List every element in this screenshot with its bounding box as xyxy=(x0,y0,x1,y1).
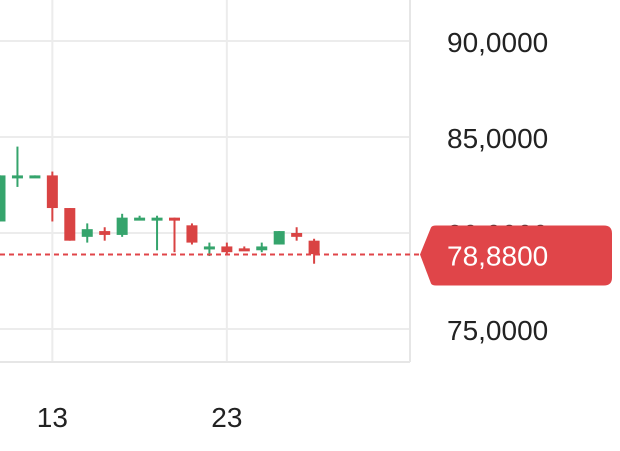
candle-body xyxy=(11,175,23,179)
candle xyxy=(0,175,6,222)
candle-body xyxy=(308,240,320,255)
candle-body xyxy=(203,246,215,250)
candle xyxy=(11,146,23,187)
y-tick-label: 90,0000 xyxy=(447,27,548,58)
candle-body xyxy=(169,217,180,221)
candle-body xyxy=(186,225,198,243)
candle-body xyxy=(256,246,268,251)
candle-body xyxy=(151,217,163,221)
candles xyxy=(0,146,320,264)
candle xyxy=(46,171,58,222)
candle xyxy=(308,238,320,264)
candle-body xyxy=(46,175,58,209)
candle-body xyxy=(291,233,303,237)
current-price-tag-shape xyxy=(420,225,612,286)
candle xyxy=(99,227,111,241)
candle-body xyxy=(81,229,93,237)
current-price-tag[interactable]: 78,8800 xyxy=(420,225,612,286)
candle xyxy=(134,215,146,221)
x-axis-labels: 13 23 xyxy=(37,402,243,433)
candle-body xyxy=(64,208,76,241)
candle xyxy=(81,223,93,243)
current-price-label: 78,8800 xyxy=(447,241,548,272)
y-tick-label: 75,0000 xyxy=(447,315,548,346)
candle-body xyxy=(238,248,250,252)
candle-body xyxy=(134,217,146,221)
candle xyxy=(186,223,198,245)
candle xyxy=(221,242,233,255)
candle xyxy=(291,227,303,241)
candle xyxy=(116,213,128,237)
candle xyxy=(273,231,285,245)
x-tick-label: 13 xyxy=(37,402,68,433)
candle-body xyxy=(273,231,285,245)
candle xyxy=(29,175,41,179)
candle xyxy=(151,215,163,251)
candle xyxy=(64,208,76,241)
candle xyxy=(169,217,180,253)
x-tick-label: 23 xyxy=(211,402,242,433)
candle-body xyxy=(99,231,111,235)
candle-body xyxy=(221,246,233,253)
candle xyxy=(238,246,250,252)
candle-body xyxy=(116,217,128,235)
candle xyxy=(256,242,268,253)
candle-body xyxy=(29,175,41,179)
candle-body xyxy=(0,175,6,222)
y-tick-label: 85,0000 xyxy=(447,123,548,154)
